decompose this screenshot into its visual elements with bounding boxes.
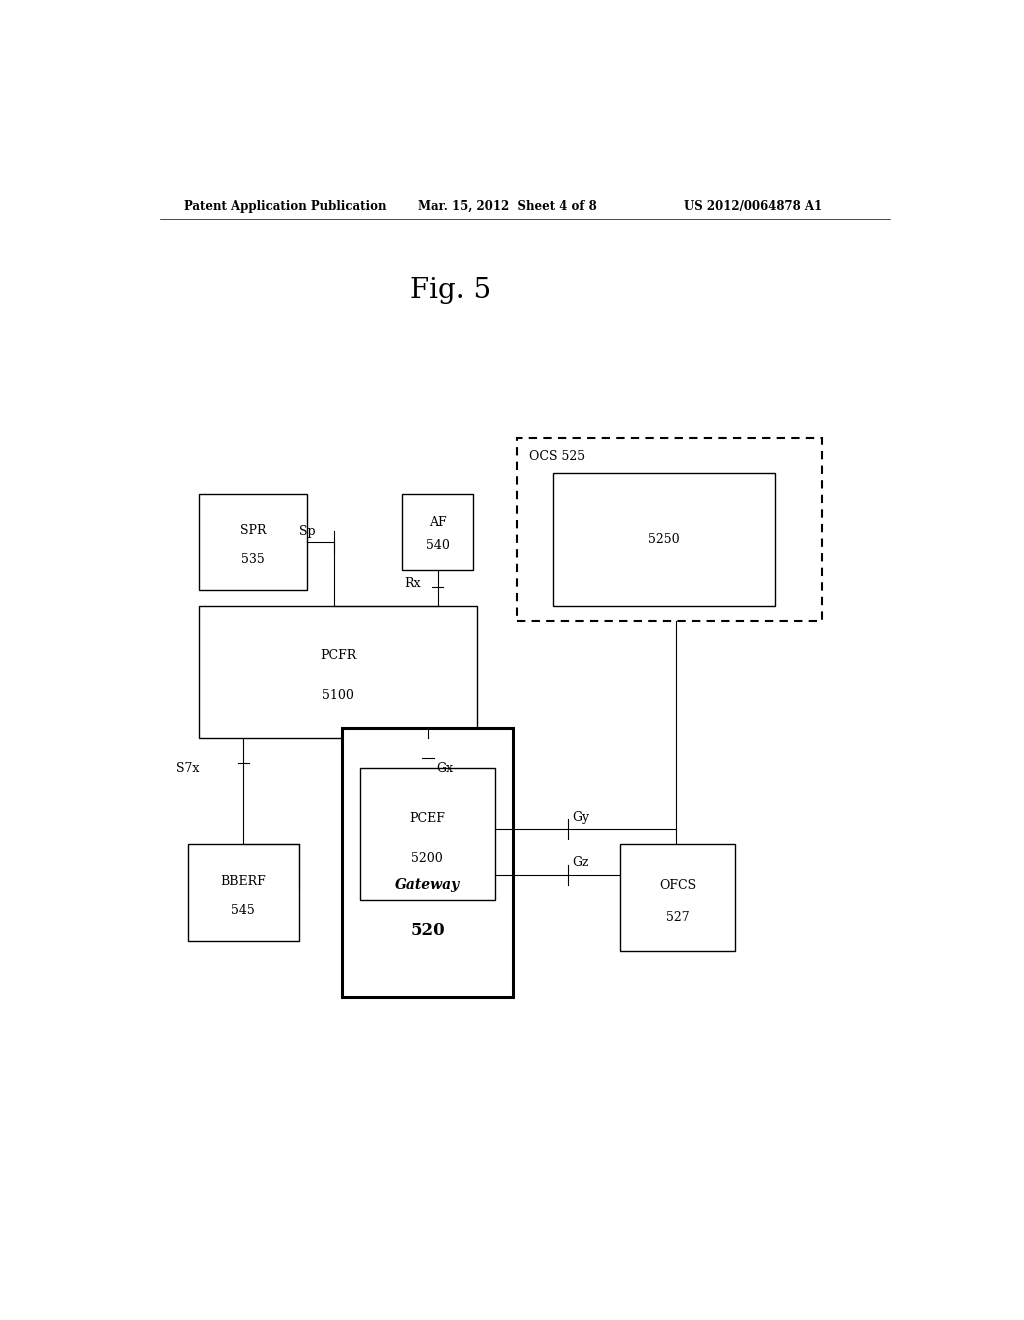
Bar <box>200 494 306 590</box>
Text: S7x: S7x <box>176 762 199 775</box>
Text: Fig. 5: Fig. 5 <box>410 277 490 304</box>
Text: Gz: Gz <box>572 857 589 870</box>
Text: 5200: 5200 <box>412 851 443 865</box>
Text: 535: 535 <box>241 553 265 566</box>
Bar <box>187 845 299 941</box>
Text: Sp: Sp <box>299 525 315 539</box>
Text: 540: 540 <box>426 539 450 552</box>
Text: PCEF: PCEF <box>410 812 445 825</box>
Bar <box>359 768 495 900</box>
Text: OFCS: OFCS <box>659 879 696 891</box>
Text: US 2012/0064878 A1: US 2012/0064878 A1 <box>684 199 821 213</box>
Text: BBERF: BBERF <box>220 875 266 887</box>
Text: 545: 545 <box>231 904 255 916</box>
Bar <box>200 606 477 738</box>
Text: Gy: Gy <box>572 810 590 824</box>
Text: 5250: 5250 <box>648 533 680 546</box>
Text: PCFR: PCFR <box>321 649 356 663</box>
Text: 527: 527 <box>666 911 689 924</box>
Text: OCS 525: OCS 525 <box>528 450 585 463</box>
Text: Patent Application Publication: Patent Application Publication <box>183 199 386 213</box>
Text: AF: AF <box>429 516 446 529</box>
Text: Gateway: Gateway <box>395 878 460 892</box>
Bar <box>517 438 822 620</box>
Text: SPR: SPR <box>240 524 266 537</box>
Text: Rx: Rx <box>404 577 421 590</box>
Text: Gx: Gx <box>436 762 453 775</box>
Text: 5100: 5100 <box>323 689 354 702</box>
Bar <box>342 727 513 997</box>
Bar <box>401 494 473 570</box>
Text: Mar. 15, 2012  Sheet 4 of 8: Mar. 15, 2012 Sheet 4 of 8 <box>418 199 596 213</box>
Bar <box>620 845 735 952</box>
Text: 520: 520 <box>411 923 444 940</box>
Bar <box>553 474 775 606</box>
